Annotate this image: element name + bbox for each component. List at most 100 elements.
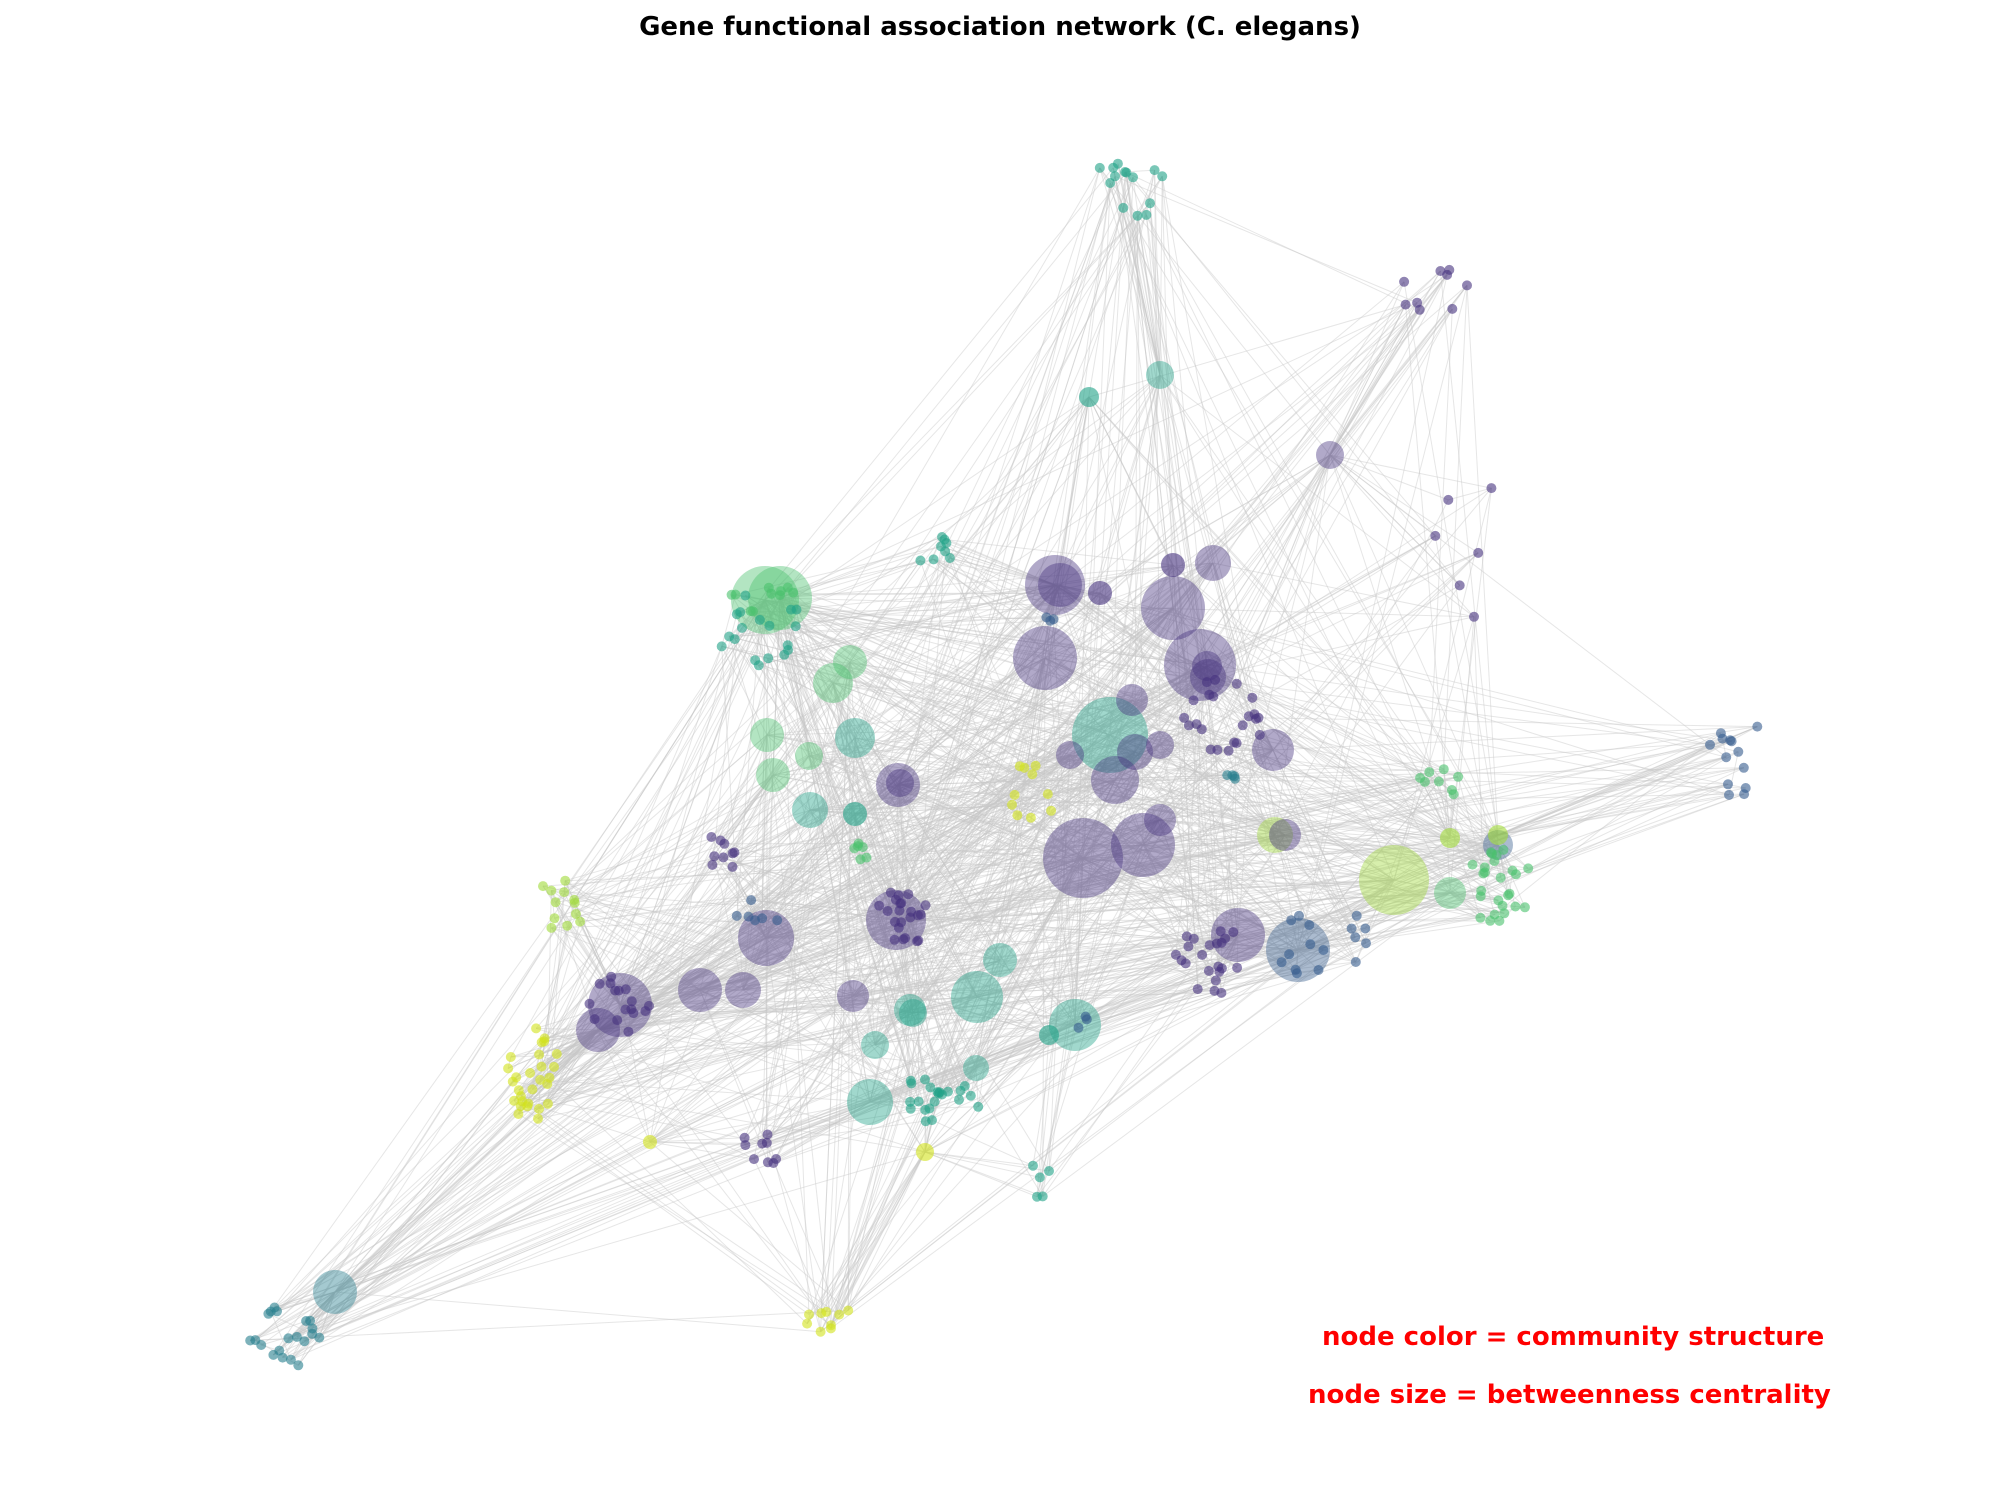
network-node <box>534 1049 545 1060</box>
network-edge <box>933 558 1056 586</box>
network-edge <box>1142 844 1292 921</box>
network-edge <box>272 899 575 1356</box>
network-edge <box>611 857 1084 978</box>
network-edge <box>625 988 911 1110</box>
network-edge <box>631 834 1286 1010</box>
network-edge <box>1069 754 1729 785</box>
network-edge <box>542 885 767 939</box>
network-edge <box>832 682 1218 751</box>
network-edge <box>1237 870 1513 936</box>
network-edge <box>764 599 1730 796</box>
network-edge <box>772 396 1090 776</box>
network-edge <box>806 1009 911 1324</box>
network-node <box>861 1031 889 1059</box>
network-edge <box>960 959 1001 1091</box>
network-edge <box>728 599 766 637</box>
network-edge <box>838 1080 912 1315</box>
network-edge <box>999 564 1174 961</box>
network-edge <box>869 866 1485 1103</box>
network-edge <box>895 919 1500 922</box>
network-node <box>1210 674 1221 685</box>
network-edge <box>288 1141 651 1339</box>
network-edge <box>723 856 918 942</box>
network-edge <box>784 654 834 684</box>
network-edge <box>854 737 1079 1029</box>
network-edge <box>1202 949 1299 956</box>
network-node <box>1223 745 1234 756</box>
network-edge <box>1019 765 1395 881</box>
network-edge <box>765 937 895 941</box>
network-edge <box>619 599 766 1006</box>
network-edge <box>1145 214 1161 376</box>
network-node <box>715 835 726 846</box>
network-node <box>1111 813 1175 877</box>
network-node <box>916 1143 934 1161</box>
network-edge <box>779 597 1218 751</box>
network-edge <box>597 954 1176 1031</box>
network-edge <box>1082 767 1744 859</box>
network-edge <box>753 1158 827 1313</box>
network-node <box>1724 789 1734 800</box>
network-node <box>1447 303 1458 314</box>
network-edge <box>1449 892 1503 907</box>
network-edge <box>795 616 1047 627</box>
network-edge <box>556 937 767 1055</box>
network-edge <box>522 1012 634 1102</box>
network-node <box>1231 678 1242 689</box>
network-edge <box>1050 810 1084 859</box>
network-edge <box>784 654 1133 701</box>
network-edge <box>899 782 1032 819</box>
network-edge <box>1035 396 1090 766</box>
network-edge <box>910 734 1111 1084</box>
network-edge <box>742 879 1395 991</box>
network-edge <box>542 844 1144 887</box>
network-node <box>750 718 784 752</box>
network-edge <box>912 699 1133 1014</box>
network-edge <box>768 587 978 998</box>
network-node <box>1232 962 1243 973</box>
network-edge <box>899 176 1116 784</box>
network-edge <box>1221 934 1239 969</box>
network-node <box>546 885 557 896</box>
network-node <box>525 1068 536 1078</box>
network-edge <box>1494 732 1722 915</box>
network-edge <box>1017 607 1174 816</box>
network-edge <box>575 913 746 1146</box>
network-edge <box>518 809 811 1115</box>
network-edge <box>859 557 951 860</box>
network-edge <box>909 774 1233 1011</box>
network-edge <box>1356 844 1499 917</box>
network-edge <box>1132 177 1161 376</box>
network-edge <box>1048 834 1286 1172</box>
network-edge <box>945 542 1021 767</box>
network-node <box>896 898 907 909</box>
network-edge <box>537 676 1209 1120</box>
network-edge <box>1295 879 1395 971</box>
network-edge <box>723 774 774 845</box>
network-node <box>549 913 560 924</box>
network-edge <box>779 597 912 1084</box>
network-edge <box>276 1103 549 1312</box>
network-node <box>575 916 586 927</box>
network-edge <box>1019 754 1071 767</box>
network-edge <box>734 782 901 853</box>
network-edge <box>759 619 1499 846</box>
network-edge <box>900 922 961 1091</box>
edge-layer <box>249 163 1758 1366</box>
network-edge <box>897 784 1079 1028</box>
network-edge <box>924 844 1499 1080</box>
network-edge <box>1047 793 1451 839</box>
network-edge <box>1142 844 1221 932</box>
network-edge <box>847 995 854 1311</box>
network-edge <box>766 683 1237 736</box>
network-node <box>1495 872 1506 883</box>
network-edge <box>849 661 1071 756</box>
network-edge <box>649 895 899 1143</box>
network-edge <box>1082 715 1250 859</box>
network-node <box>285 1354 296 1365</box>
network-edge <box>820 661 851 1314</box>
network-node <box>1284 949 1295 960</box>
network-edge <box>858 843 1505 914</box>
network-edge <box>537 754 1071 1120</box>
network-edge <box>940 545 1056 586</box>
